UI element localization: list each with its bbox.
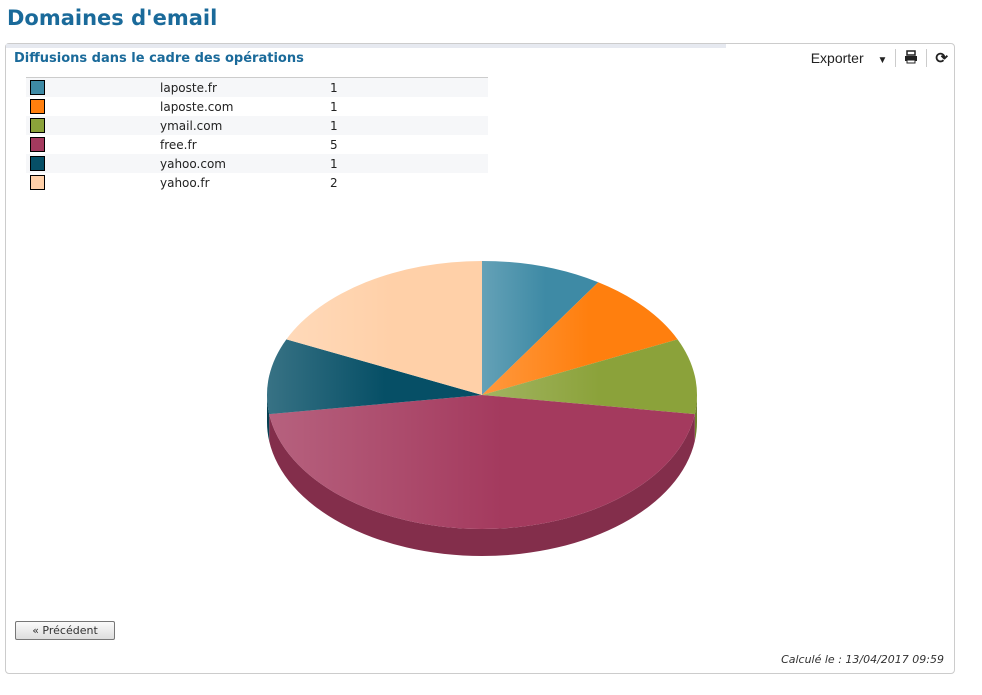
chart-panel: Diffusions dans le cadre des opérations …	[5, 43, 955, 674]
legend-value: 1	[330, 99, 338, 114]
legend-row: yahoo.fr 2	[26, 173, 488, 192]
export-button[interactable]: Exporter ▼	[811, 50, 888, 66]
legend-value: 1	[330, 156, 338, 171]
legend-swatch	[30, 137, 45, 152]
computed-timestamp: Calculé le : 13/04/2017 09:59	[781, 653, 944, 666]
legend-row: laposte.fr 1	[26, 78, 488, 97]
legend-swatch	[30, 156, 45, 171]
legend-row: laposte.com 1	[26, 97, 488, 116]
legend-label: yahoo.com	[160, 156, 226, 171]
legend-swatch	[30, 118, 45, 133]
slice-highlight	[286, 261, 482, 395]
legend-swatch	[30, 80, 45, 95]
panel-title: Diffusions dans le cadre des opérations	[14, 51, 304, 66]
legend-row: free.fr 5	[26, 135, 488, 154]
panel-header-bar	[6, 44, 726, 48]
caret-down-icon: ▼	[877, 55, 888, 66]
pie-side-free.fr	[269, 414, 695, 556]
toolbar: Exporter ▼ ⟳	[811, 49, 948, 67]
legend-row: yahoo.com 1	[26, 154, 488, 173]
legend-value: 1	[330, 80, 338, 95]
legend-label: free.fr	[160, 137, 197, 152]
legend-value: 2	[330, 175, 338, 190]
slice-highlight	[269, 395, 695, 529]
legend-label: laposte.com	[160, 99, 234, 114]
refresh-icon[interactable]: ⟳	[935, 50, 948, 67]
legend-row: ymail.com 1	[26, 116, 488, 135]
legend-label: ymail.com	[160, 118, 223, 133]
pie-side-ymail.com	[694, 395, 697, 442]
export-label: Exporter	[810, 50, 864, 66]
print-icon[interactable]	[904, 49, 918, 67]
legend-value: 5	[330, 137, 338, 152]
slice-highlight	[266, 339, 482, 415]
page-title: Domaines d'email	[7, 6, 218, 30]
slice-highlight	[482, 282, 678, 395]
slice-highlight	[482, 261, 599, 395]
legend-table: laposte.fr 1 laposte.com 1 ymail.com 1 free.fr…	[26, 77, 488, 192]
legend-value: 1	[330, 118, 338, 133]
divider	[895, 49, 897, 67]
legend-label: laposte.fr	[160, 80, 217, 95]
divider	[926, 49, 928, 67]
pie-side-yahoo.com	[267, 395, 270, 442]
legend-swatch	[30, 99, 45, 114]
slice-highlight	[482, 339, 697, 415]
legend-label: yahoo.fr	[160, 175, 210, 190]
legend-swatch	[30, 175, 45, 190]
previous-button[interactable]: « Précédent	[15, 621, 115, 640]
